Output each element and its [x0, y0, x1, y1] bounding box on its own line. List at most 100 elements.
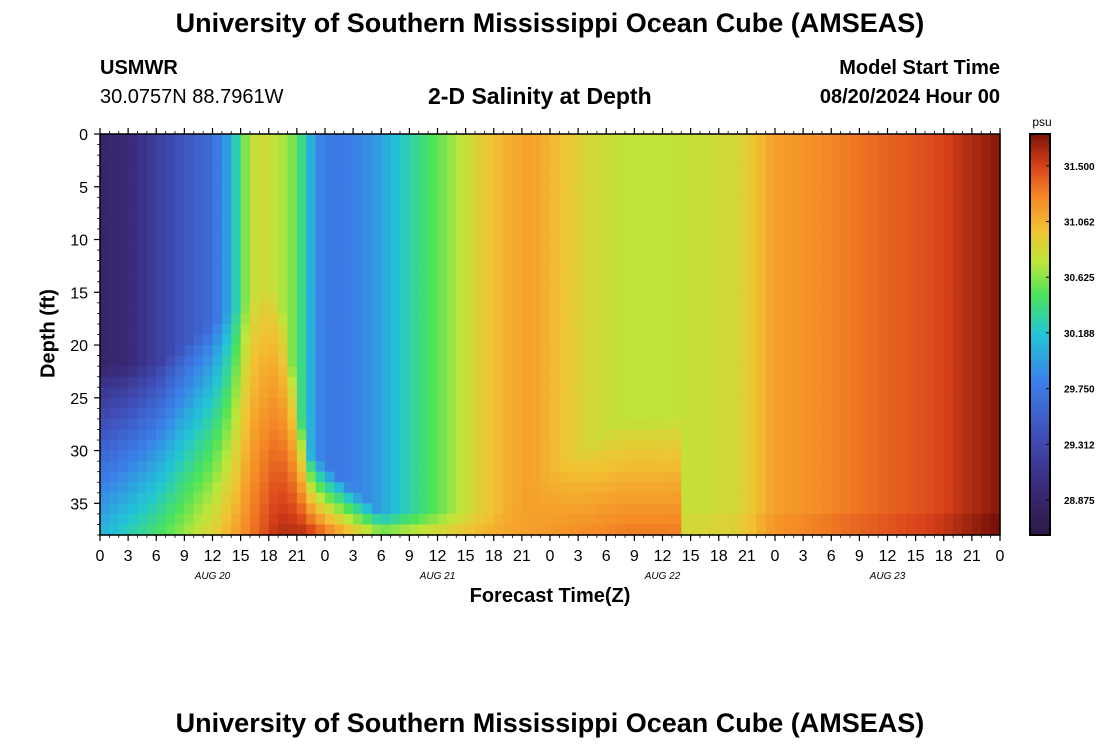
heatmap-cell — [718, 429, 729, 441]
heatmap-cell — [203, 260, 214, 272]
heatmap-cell — [268, 197, 279, 209]
heatmap-cell — [990, 197, 1001, 209]
heatmap-cell — [118, 271, 129, 283]
heatmap-cell — [934, 134, 945, 146]
heatmap-cell — [756, 450, 767, 462]
heatmap-cell — [896, 450, 907, 462]
heatmap-cell — [531, 366, 542, 378]
heatmap-cell — [390, 440, 401, 452]
heatmap-cell — [643, 345, 654, 357]
heatmap-cell — [409, 134, 420, 146]
heatmap-cell — [559, 207, 570, 220]
heatmap-cell — [287, 503, 298, 515]
heatmap-cell — [971, 503, 982, 515]
heatmap-cell — [596, 260, 607, 272]
heatmap-cell — [531, 239, 542, 251]
heatmap-cell — [287, 250, 298, 262]
heatmap-cell — [643, 503, 654, 515]
heatmap-cell — [868, 197, 879, 209]
heatmap-cell — [146, 471, 157, 483]
heatmap-cell — [906, 302, 917, 314]
heatmap-cell — [531, 482, 542, 494]
heatmap-cell — [456, 429, 467, 441]
heatmap-cell — [943, 155, 954, 167]
heatmap-cell — [146, 513, 157, 526]
heatmap-cell — [221, 482, 232, 494]
heatmap-cell — [850, 260, 860, 272]
heatmap-cell — [146, 302, 157, 314]
heatmap-cell — [296, 513, 307, 526]
heatmap-cell — [531, 144, 542, 156]
heatmap-cell — [100, 165, 110, 177]
heatmap-cell — [737, 450, 748, 462]
heatmap-cell — [756, 313, 767, 325]
heatmap-cell — [746, 345, 757, 357]
heatmap-cell — [587, 450, 598, 462]
heatmap-cell — [278, 503, 289, 515]
heatmap-cell — [793, 355, 804, 367]
heatmap-cell — [915, 513, 926, 526]
heatmap-cell — [278, 440, 289, 452]
heatmap-cell — [475, 239, 485, 251]
heatmap-cell — [437, 440, 448, 452]
heatmap-cell — [596, 450, 607, 462]
heatmap-cell — [128, 292, 139, 304]
heatmap-cell — [578, 176, 589, 188]
heatmap-cell — [259, 250, 270, 262]
heatmap-cell — [446, 186, 457, 198]
heatmap-cell — [718, 440, 729, 452]
heatmap-cell — [240, 228, 251, 241]
heatmap-cell — [315, 144, 326, 156]
heatmap-cell — [418, 218, 429, 230]
heatmap-cell — [690, 228, 701, 241]
heatmap-cell — [906, 345, 917, 357]
heatmap-cell — [175, 323, 185, 336]
heatmap-cell — [475, 186, 485, 198]
heatmap-cell — [671, 207, 682, 220]
heatmap-cell — [212, 239, 223, 251]
heatmap-cell — [709, 345, 720, 357]
heatmap-cell — [793, 313, 804, 325]
heatmap-cell — [118, 376, 129, 388]
heatmap-cell — [550, 376, 560, 388]
heatmap-cell — [325, 418, 335, 431]
heatmap-cell — [165, 334, 176, 346]
heatmap-cell — [831, 271, 842, 283]
heatmap-cell — [409, 461, 420, 473]
heatmap-cell — [578, 239, 589, 251]
heatmap-cell — [212, 323, 223, 336]
heatmap-cell — [643, 281, 654, 293]
heatmap-cell — [193, 387, 204, 399]
heatmap-cell — [896, 345, 907, 357]
heatmap-cell — [700, 155, 710, 167]
heatmap-cell — [250, 429, 260, 441]
heatmap-cell — [990, 355, 1001, 367]
heatmap-cell — [418, 302, 429, 314]
heatmap-cell — [756, 292, 767, 304]
heatmap-cell — [250, 397, 260, 409]
heatmap-cell — [906, 429, 917, 441]
heatmap-cell — [203, 524, 214, 536]
heatmap-cell — [812, 355, 823, 367]
heatmap-cell — [812, 186, 823, 198]
heatmap-cell — [400, 334, 410, 346]
heatmap-cell — [146, 408, 157, 420]
heatmap-cell — [925, 323, 935, 336]
heatmap-cell — [156, 271, 167, 283]
heatmap-cell — [503, 207, 514, 220]
heatmap-cell — [315, 260, 326, 272]
heatmap-cell — [540, 461, 551, 473]
heatmap-cell — [962, 418, 973, 431]
heatmap-cell — [362, 197, 373, 209]
heatmap-cell — [896, 355, 907, 367]
heatmap-cell — [793, 271, 804, 283]
heatmap-cell — [690, 313, 701, 325]
heatmap-cell — [596, 408, 607, 420]
heatmap-cell — [887, 461, 898, 473]
heatmap-cell — [287, 144, 298, 156]
heatmap-cell — [268, 176, 279, 188]
heatmap-cell — [456, 218, 467, 230]
heatmap-cell — [128, 492, 139, 504]
heatmap-cell — [821, 345, 832, 357]
heatmap-cell — [662, 397, 673, 409]
